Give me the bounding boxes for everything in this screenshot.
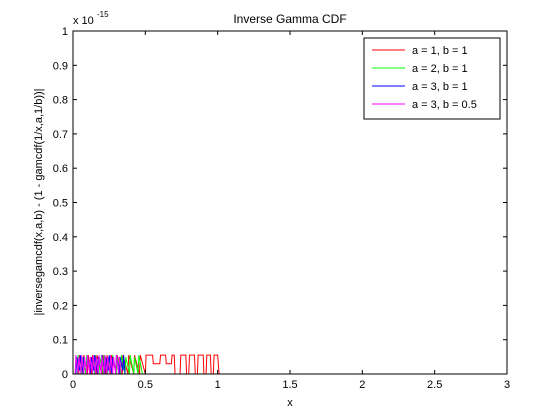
legend-box — [363, 37, 501, 120]
y-tick-label: 0.7 — [53, 129, 68, 141]
legend: a = 1, b = 1 a = 2, b = 1 a = 3, b = 1 a = … — [363, 37, 501, 120]
y-exponent-label: x 10 -15 — [73, 10, 109, 27]
y-axis-ticks: 0 0.1 0.2 0.3 0.4 0.5 0.6 0.7 0.8 0.9 1 — [53, 26, 507, 381]
y-tick-label: 0.4 — [53, 232, 68, 244]
y-tick-label: 0 — [62, 369, 68, 381]
x-tick-label: 2.5 — [427, 379, 442, 391]
x-tick-label: 2 — [359, 379, 365, 391]
legend-label-3: a = 3, b = 1 — [412, 81, 468, 93]
y-tick-label: 0.5 — [53, 198, 68, 210]
y-tick-label: 0.6 — [53, 163, 68, 175]
y-axis-label: |inversegamcdf(x,a,b) - (1 - gamcdf(1/x,… — [33, 88, 45, 315]
x-axis-label: x — [287, 397, 293, 409]
y-tick-label: 0.9 — [53, 60, 68, 72]
y-exponent-power: -15 — [97, 10, 109, 19]
x-tick-label: 0.5 — [138, 379, 153, 391]
y-exponent-base: x 10 — [73, 15, 94, 27]
chart-title: Inverse Gamma CDF — [233, 12, 346, 26]
y-tick-label: 0.2 — [53, 300, 68, 312]
y-tick-label: 0.3 — [53, 266, 68, 278]
x-tick-label: 3 — [504, 379, 510, 391]
x-tick-label: 1 — [215, 379, 221, 391]
x-axis-ticks: 0 0.5 1 1.5 2 2.5 3 — [70, 31, 510, 391]
legend-label-2: a = 2, b = 1 — [412, 63, 468, 75]
y-tick-label: 0.8 — [53, 95, 68, 107]
y-tick-label: 1 — [62, 26, 68, 38]
x-tick-label: 1.5 — [282, 379, 297, 391]
legend-label-1: a = 1, b = 1 — [412, 45, 468, 57]
x-tick-label: 0 — [70, 379, 76, 391]
y-tick-label: 0.1 — [53, 335, 68, 347]
series-line-4 — [73, 355, 507, 375]
legend-label-4: a = 3, b = 0.5 — [412, 99, 477, 111]
